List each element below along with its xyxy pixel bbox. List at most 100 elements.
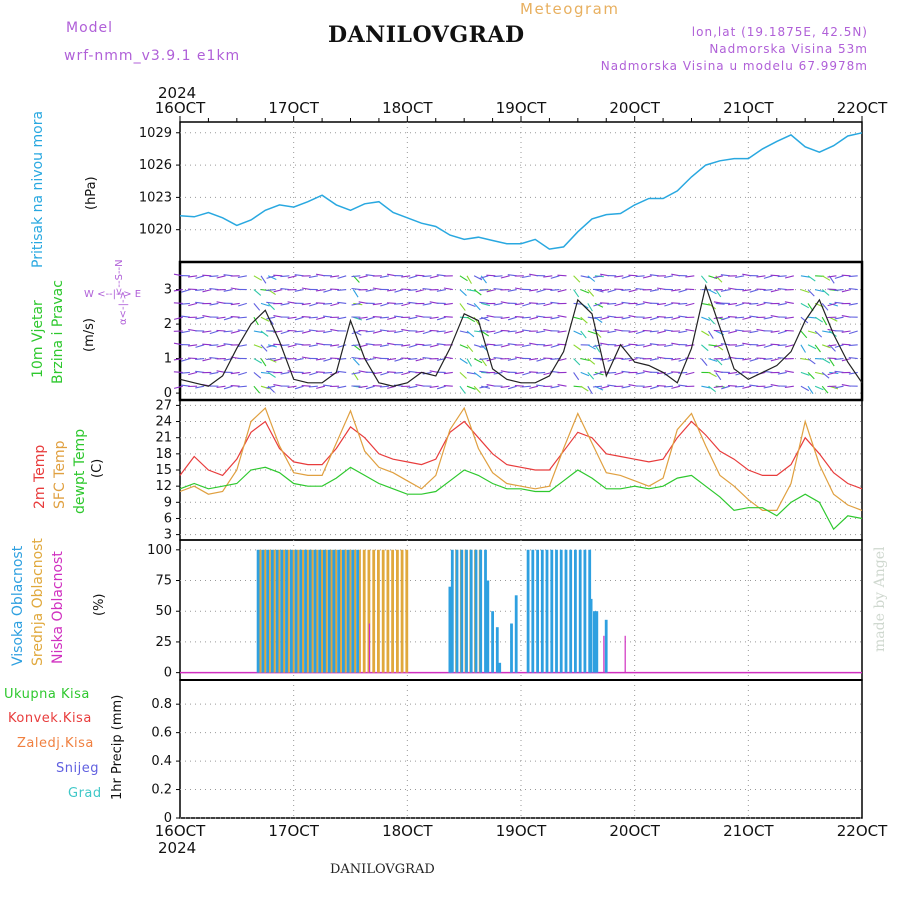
wind-arrow — [353, 316, 363, 321]
cloud-high-bar — [294, 549, 298, 673]
wind-arrow — [727, 385, 738, 387]
wind-arrow — [480, 358, 487, 367]
cloud-high-bar — [531, 549, 535, 673]
wind-arrow — [621, 275, 631, 279]
wind-arrow — [486, 343, 496, 346]
wind-arrow — [365, 289, 375, 292]
wind-arrow — [708, 371, 717, 378]
wind-arrow — [323, 330, 333, 334]
wind-arrow — [841, 274, 851, 277]
model-name: wrf-nmm_v3.9.1 e1km — [64, 48, 241, 64]
wind-arrow — [443, 316, 453, 318]
wind-arrow — [543, 288, 553, 291]
wind-arrow — [323, 289, 333, 293]
ytick-label: 3 — [164, 283, 172, 298]
wind-arrow — [479, 316, 489, 320]
wind-arrow — [728, 330, 738, 334]
wind-arrow — [500, 344, 510, 348]
wind-arrow — [309, 302, 318, 307]
wind-arrow — [466, 385, 476, 390]
wind-arrow — [273, 289, 283, 293]
wind-arrow — [216, 316, 226, 320]
wind-arrow — [173, 289, 183, 292]
wind-arrow — [436, 316, 446, 321]
wind-arrow — [188, 371, 198, 376]
wind-arrow — [466, 371, 476, 375]
wind-arrow — [266, 385, 276, 389]
wind-arrow — [330, 275, 340, 278]
wind-arrow — [756, 357, 766, 360]
wind-arrow — [800, 330, 808, 339]
wind-arrow — [649, 358, 659, 361]
wind-arrow — [807, 344, 817, 350]
ytick-label: 15 — [155, 463, 172, 478]
cloud-mid-bar — [391, 549, 394, 673]
wind-arrow — [209, 330, 219, 335]
wind-arrow — [230, 385, 240, 387]
cloud-high-bar — [327, 549, 331, 673]
wind-arrow — [216, 329, 226, 332]
wind-arrow — [337, 370, 347, 373]
wind-arrow — [436, 289, 446, 292]
wind-arrow — [593, 275, 603, 279]
wind-arrow — [365, 330, 375, 333]
ytick-label: 2 — [164, 317, 172, 332]
legend-rain: Ukupna Kisa — [4, 687, 90, 702]
wind-arrow — [216, 344, 226, 348]
wind-arrow — [266, 289, 276, 291]
wind-arrow — [188, 344, 198, 347]
wind-arrow — [827, 302, 837, 307]
ytick-label: 24 — [155, 415, 172, 430]
cloud-high-bar — [595, 611, 599, 673]
cloud-high-bar — [583, 549, 587, 673]
wind-arrow — [821, 303, 829, 311]
wind-arrow — [635, 275, 645, 278]
wind-compass-we: W <--|--> E — [84, 289, 142, 300]
wind-arrow — [493, 275, 503, 278]
cloud-high-bar — [526, 549, 530, 673]
cloud-high-bar — [514, 595, 518, 673]
wind-arrow — [287, 275, 297, 279]
wind-arrow — [408, 358, 418, 360]
wind-arrow — [301, 302, 311, 306]
wind-arrow — [720, 330, 730, 333]
wind-arrow — [529, 316, 539, 320]
wind-arrow — [756, 288, 766, 291]
wind-arrow — [415, 289, 425, 293]
wind-arrow — [529, 371, 539, 373]
wind-arrow — [607, 371, 617, 374]
xtick-label-bottom: 21OCT — [723, 822, 774, 840]
cloud-mid-bar — [263, 549, 267, 673]
wind-arrow — [522, 302, 532, 307]
wind-arrow — [401, 288, 411, 291]
cloud-high-bar — [308, 549, 312, 673]
wind-arrow — [351, 302, 361, 306]
wind-arrow — [763, 275, 773, 279]
wind-arrow — [656, 302, 666, 306]
wind-arrow — [394, 289, 404, 293]
wind-arrow — [436, 385, 446, 390]
wind-arrow — [543, 302, 553, 307]
wind-arrow — [379, 316, 389, 319]
wind-arrow — [784, 316, 794, 320]
wind-arrow — [260, 330, 269, 337]
year-label-bottom: 2024 — [158, 839, 196, 857]
wind-arrow — [230, 330, 240, 334]
ytick-label: 18 — [155, 447, 172, 462]
wind-arrow — [466, 302, 476, 308]
wind-arrow — [253, 371, 262, 379]
wind-arrow — [459, 303, 466, 311]
cloud-mid-bar — [287, 549, 290, 673]
wind-arrow — [380, 302, 390, 307]
wind-arrow — [521, 316, 531, 319]
cloud-high-bar — [448, 586, 452, 673]
wind-arrow — [372, 302, 382, 306]
wind-arrow — [664, 344, 674, 348]
wind-arrow — [466, 330, 475, 338]
wind-arrow — [829, 302, 839, 307]
wind-arrow — [280, 371, 290, 375]
wind-arrow — [216, 275, 226, 279]
ytick-label: 0.2 — [151, 783, 172, 798]
wind-arrow — [372, 330, 382, 334]
wind-arrow — [607, 302, 617, 305]
